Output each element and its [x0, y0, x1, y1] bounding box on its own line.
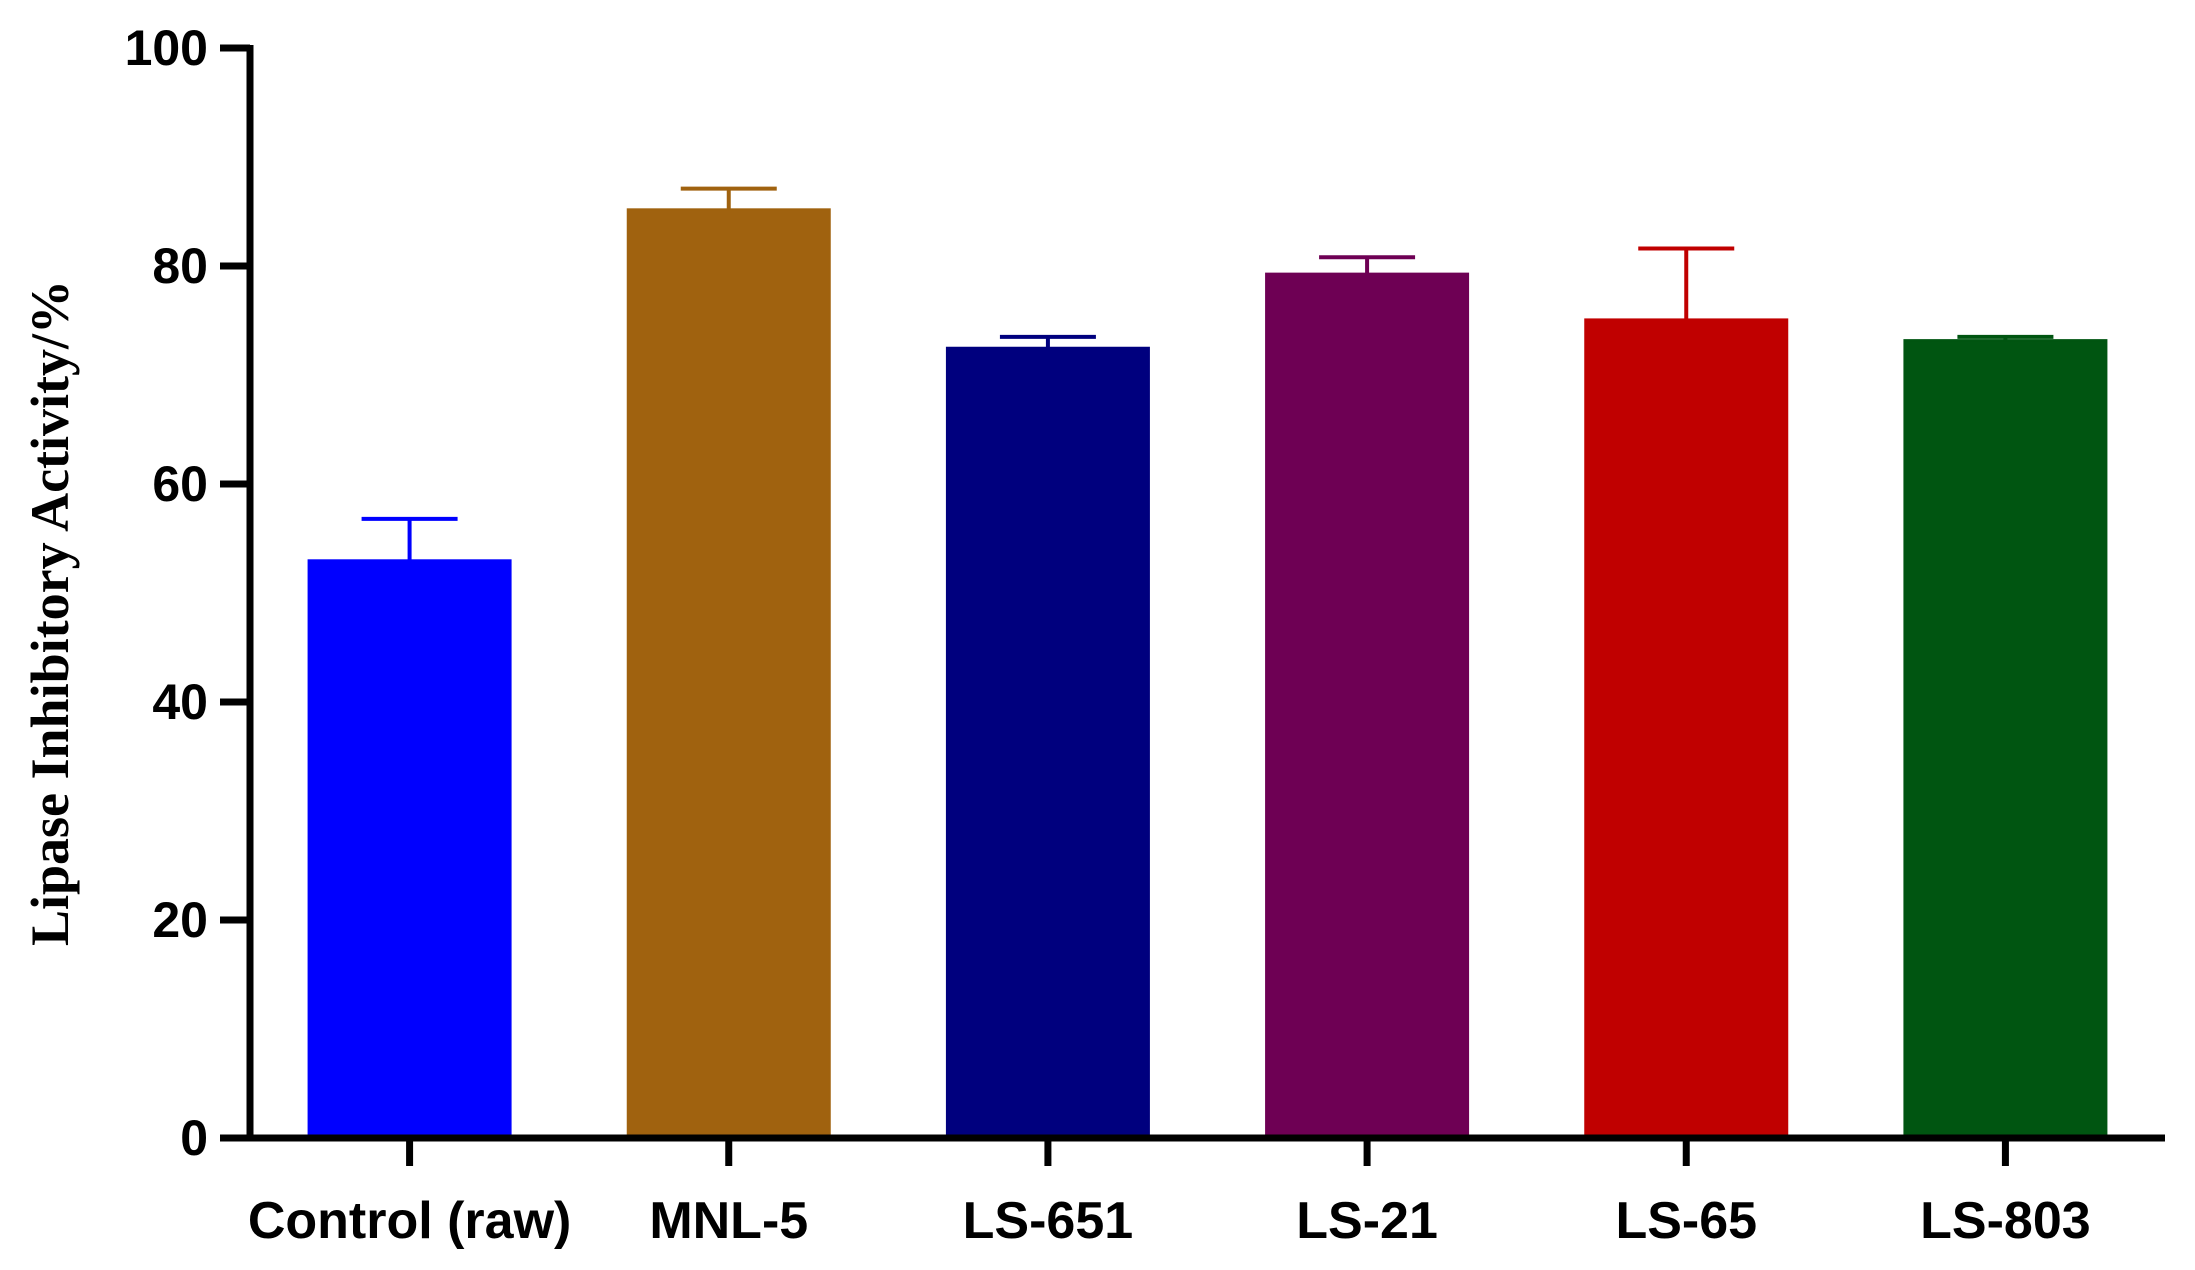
y-tick-label-100: 100 — [125, 20, 208, 76]
y-tick-label-40: 40 — [152, 674, 208, 730]
bar-ls-651 — [945, 346, 1150, 1139]
error-bar-control-raw — [361, 516, 458, 561]
error-bar-ls-65 — [1638, 246, 1735, 320]
error-bar-mnl-5 — [680, 186, 777, 210]
x-tick-label-ls-65: LS-65 — [1615, 1192, 1757, 1250]
y-tick-label-80: 80 — [152, 238, 208, 294]
error-bar-ls-21 — [1319, 255, 1416, 274]
bar-ls-803 — [1903, 339, 2108, 1139]
error-bars-layer — [361, 186, 2054, 561]
bar-control-raw — [307, 559, 512, 1139]
y-tick-label-20: 20 — [152, 892, 208, 948]
x-tick-label-ls-803: LS-803 — [1920, 1192, 2091, 1250]
x-tick-label-ls-21: LS-21 — [1296, 1192, 1438, 1250]
x-tick-label-mnl-5: MNL-5 — [649, 1192, 808, 1250]
x-tick-label-ls-651: LS-651 — [963, 1192, 1134, 1250]
axes-layer: Control (raw) MNL-5 LS-651 LS-21 LS-65 LS-803… — [125, 20, 2165, 1250]
error-bar-ls-651 — [999, 334, 1096, 348]
error-bar-ls-803 — [1957, 334, 2054, 341]
bar-ls-65 — [1584, 318, 1789, 1140]
x-tick-label-control-raw: Control (raw) — [248, 1192, 572, 1250]
bar-ls-21 — [1265, 272, 1470, 1139]
bars-layer — [307, 208, 2108, 1140]
bar-mnl-5 — [626, 208, 831, 1139]
y-axis-title: Lipase Inhibitory Activity/% — [20, 280, 80, 946]
y-tick-label-60: 60 — [152, 456, 208, 512]
y-tick-label-0: 0 — [180, 1110, 208, 1166]
